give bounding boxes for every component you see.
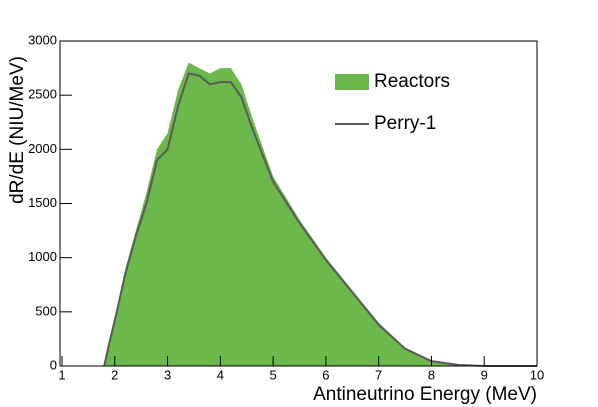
legend-label: Reactors xyxy=(374,71,450,92)
x-tick-label: 4 xyxy=(217,367,224,382)
x-tick-label: 10 xyxy=(530,367,544,382)
legend-swatch xyxy=(335,74,369,90)
line xyxy=(103,72,537,367)
area xyxy=(104,62,537,367)
y-tick-label: 2500 xyxy=(28,87,57,102)
x-tick-label: 6 xyxy=(322,367,329,382)
y-axis-label: dR/dE (NIU/MeV) xyxy=(7,56,28,204)
y-tick-label: 1000 xyxy=(28,249,57,264)
y-tick-label: 3000 xyxy=(28,32,57,47)
x-tick-label: 7 xyxy=(375,367,382,382)
y-tick-label: 2000 xyxy=(28,141,57,156)
x-tick-label: 2 xyxy=(111,367,118,382)
x-tick-label: 8 xyxy=(428,367,435,382)
y-tick-label: 0 xyxy=(50,357,57,372)
x-tick-label: 5 xyxy=(269,367,276,382)
x-tick-label: 3 xyxy=(164,367,171,382)
legend-label: Perry-1 xyxy=(374,113,436,134)
y-tick-label: 500 xyxy=(35,303,57,318)
x-axis-label: Antineutrino Energy (MeV) xyxy=(313,384,537,405)
x-tick-label: 1 xyxy=(58,367,65,382)
x-tick-label: 9 xyxy=(481,367,488,382)
y-tick-label: 1500 xyxy=(28,195,57,210)
